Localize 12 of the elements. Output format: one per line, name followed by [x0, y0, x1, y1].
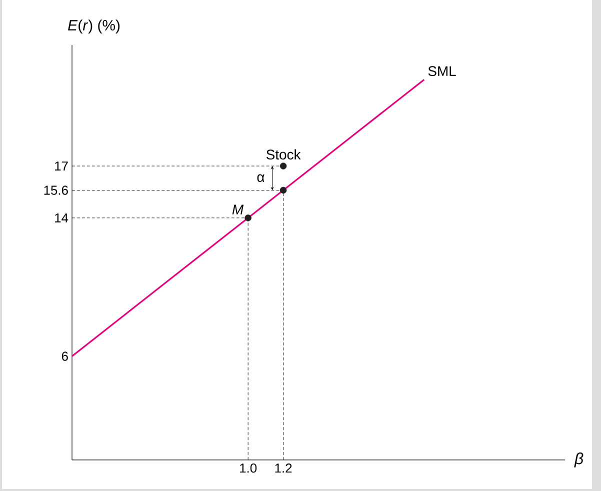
y-tick-label: 17 — [55, 162, 68, 170]
x-tick-label: 1.0 — [240, 464, 257, 473]
y-tick-label: 14 — [55, 213, 68, 222]
annotation: Stock — [266, 149, 301, 160]
annotation: M — [232, 204, 244, 214]
x-tick-label: 1.2 — [275, 464, 292, 473]
y-tick-label: 6 — [62, 352, 68, 361]
annotation: α — [257, 174, 264, 182]
x-axis-title: β — [574, 452, 584, 468]
y-axis-title: E(r) (%) — [68, 20, 120, 34]
y-tick-label: 15.6 — [44, 186, 68, 195]
series-label: SML — [428, 66, 456, 76]
